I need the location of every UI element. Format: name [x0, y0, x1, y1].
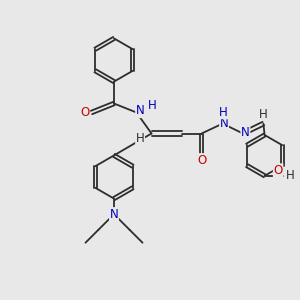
Text: H: H	[219, 106, 228, 119]
Text: H: H	[259, 107, 268, 121]
Text: N: N	[136, 104, 145, 118]
Text: H: H	[286, 169, 295, 182]
Text: N: N	[241, 126, 250, 140]
Text: O: O	[80, 106, 89, 119]
Text: O: O	[274, 164, 283, 177]
Text: N: N	[220, 116, 229, 130]
Text: H: H	[136, 132, 145, 146]
Text: O: O	[197, 154, 206, 167]
Text: N: N	[110, 208, 118, 221]
Text: H: H	[148, 99, 157, 112]
